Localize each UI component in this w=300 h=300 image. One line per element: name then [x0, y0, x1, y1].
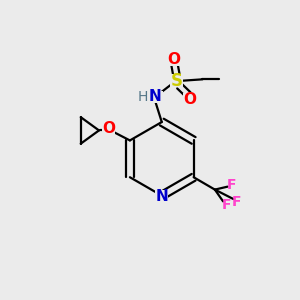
Text: F: F [221, 198, 231, 212]
Bar [102, 122, 115, 134]
Text: F: F [226, 178, 236, 192]
Text: N: N [155, 189, 168, 204]
Text: S: S [170, 72, 182, 90]
Bar [155, 190, 168, 202]
Bar [170, 74, 183, 87]
Text: O: O [168, 52, 181, 67]
Bar [168, 53, 181, 66]
Text: H: H [138, 90, 148, 104]
Bar [183, 93, 196, 106]
Text: F: F [232, 195, 242, 209]
Text: N: N [148, 89, 161, 104]
Text: O: O [102, 121, 115, 136]
Text: O: O [183, 92, 196, 106]
Bar [140, 91, 163, 103]
